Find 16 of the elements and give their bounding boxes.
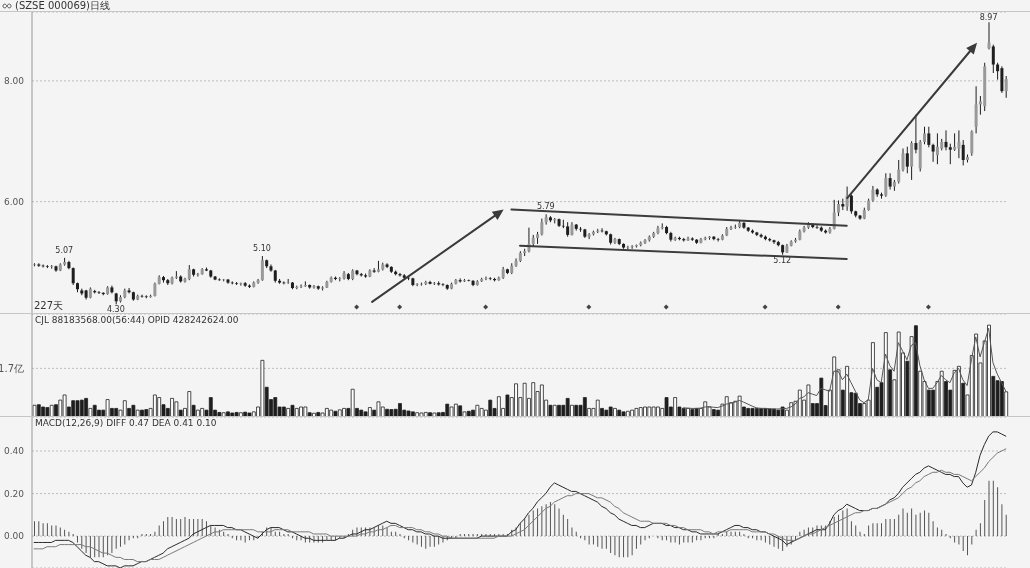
chart-title: (SZSE 000069)日线 [15, 0, 111, 12]
y-tick-label: 8.00 [3, 76, 25, 87]
annotation: 4.30 [106, 305, 125, 315]
y-tick-label: 0.40 [3, 446, 25, 457]
y-tick-label: 0.20 [3, 488, 25, 499]
annotation: 5.79 [536, 202, 555, 212]
annotation: 8.97 [979, 12, 998, 22]
annotation: 5.12 [773, 255, 792, 265]
chart-title: MACD(12,26,9) DIFF 0.47 DEA 0.41 0.10 [35, 418, 217, 429]
y-tick-label: 0.00 [3, 531, 25, 542]
y-tick-label: 6.00 [3, 196, 25, 207]
annotation: 5.07 [55, 245, 74, 255]
chart-title: CJL 88183568.00(56:44) OPID 428242624.00 [35, 315, 239, 326]
annotation: 227天 [34, 300, 64, 311]
y-tick-label: 1.7亿 [0, 362, 24, 374]
annotation: 5.10 [253, 244, 271, 254]
